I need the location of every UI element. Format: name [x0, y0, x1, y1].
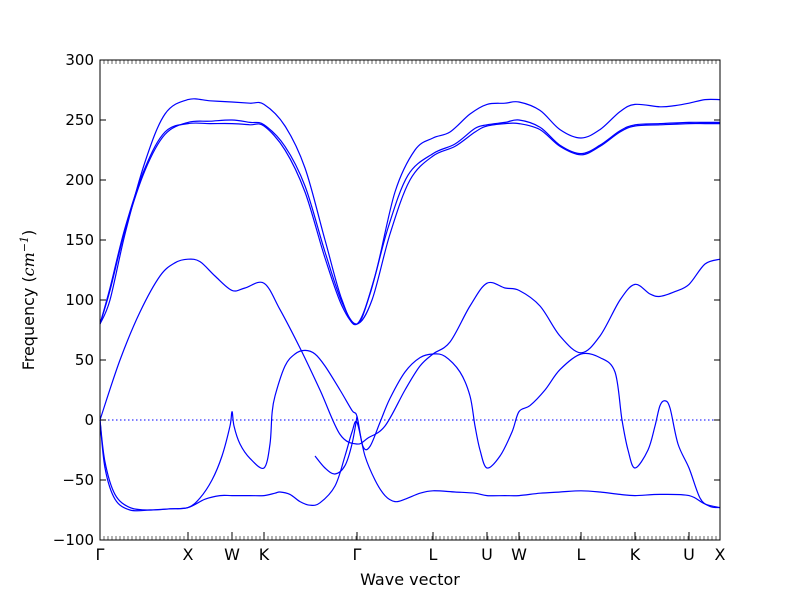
y-tick-label: 100: [65, 291, 94, 309]
x-tick-label: U: [683, 545, 695, 564]
y-tick-label: −100: [53, 531, 94, 549]
band-line-6: [99, 349, 721, 512]
x-axis-label: Wave vector: [360, 570, 460, 589]
y-tick-label: 150: [65, 231, 94, 249]
y-tick-label: 250: [65, 111, 94, 129]
band-line-2: [99, 119, 720, 325]
x-tick-label: X: [183, 545, 194, 564]
y-tick-label: 200: [65, 171, 94, 189]
band-line-4: [99, 258, 721, 445]
x-tick-label: Γ: [353, 545, 362, 564]
band-line-7: [314, 416, 358, 475]
x-tick-label: X: [715, 545, 726, 564]
plot-frame: [99, 59, 721, 541]
y-axis-label-unit: cm: [19, 252, 38, 276]
y-axis-label-close: ): [19, 230, 38, 236]
x-tick-label: L: [429, 545, 438, 564]
band-line-3: [99, 98, 721, 326]
y-tick-label: 50: [75, 351, 94, 369]
y-axis-label-exponent: −1: [18, 236, 31, 252]
x-tick-label: K: [630, 545, 641, 564]
x-tick-label: W: [224, 545, 240, 564]
band-line-1: [99, 122, 720, 325]
y-tick-label: 300: [65, 51, 94, 69]
y-tick-label: −50: [62, 471, 94, 489]
x-tick-label: W: [511, 545, 527, 564]
y-tick-label: 0: [84, 411, 94, 429]
band-line-5: [99, 419, 721, 511]
series-layer: [99, 98, 721, 512]
y-axis-label: Frequency (cm−1): [18, 230, 38, 371]
x-tick-label: U: [481, 545, 493, 564]
x-tick-label: L: [577, 545, 586, 564]
y-axis-ticks: −100 −50 0 50 100 150 200 250 300: [53, 51, 720, 549]
x-tick-label: Γ: [96, 545, 105, 564]
x-tick-label: K: [259, 545, 270, 564]
y-axis-label-text: Frequency (: [19, 276, 38, 370]
